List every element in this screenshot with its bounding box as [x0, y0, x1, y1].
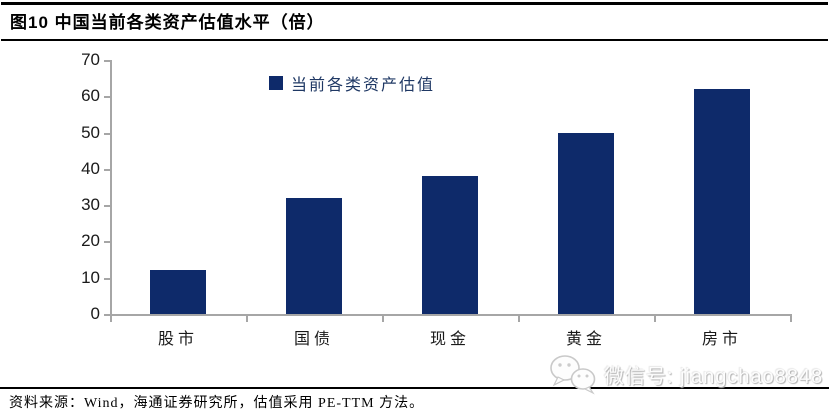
y-axis-tick-label: 50	[81, 122, 100, 142]
x-axis-tick-mark	[518, 316, 520, 322]
y-axis-tick-mark	[104, 314, 110, 316]
x-axis-tick-mark	[110, 316, 112, 322]
y-axis-tick-mark	[104, 96, 110, 99]
x-axis-tick-mark	[246, 316, 248, 322]
x-axis-category-label: 房市	[701, 331, 742, 348]
y-axis-tick-label: 40	[81, 158, 100, 178]
source-note: 资料来源：Wind，海通证券研究所，估值采用 PE-TTM 方法。	[9, 396, 425, 411]
x-axis-tick-mark	[654, 316, 656, 322]
x-axis-line	[110, 314, 792, 316]
wechat-icon	[548, 353, 598, 395]
y-axis-tick-label: 60	[81, 86, 100, 106]
wechat-watermark: 微信号: jiangchao8848	[548, 353, 823, 395]
x-axis-tick-mark	[382, 316, 384, 322]
y-axis-tick-label: 30	[81, 195, 100, 215]
x-axis-category-label: 国债	[293, 331, 334, 348]
y-axis-tick-mark	[104, 241, 110, 244]
x-axis-category-label: 黄金	[565, 331, 606, 348]
y-axis-tick-label: 10	[81, 267, 100, 287]
y-axis-tick-mark	[104, 168, 110, 171]
figure-header: 图10 中国当前各类资产估值水平（倍）	[1, 2, 828, 41]
x-axis-tick-mark	[790, 316, 792, 322]
chart-legend: 当前各类资产估值	[269, 71, 435, 95]
y-axis-tick-label: 70	[81, 50, 100, 69]
y-axis-tick-label: 0	[90, 304, 100, 323]
bar-现金	[422, 176, 478, 314]
figure-title: 图10 中国当前各类资产估值水平（倍）	[10, 13, 325, 32]
bar-股市	[150, 270, 206, 314]
y-axis-tick-label: 20	[81, 231, 100, 251]
legend-marker-icon	[269, 76, 283, 90]
bar-国债	[286, 197, 342, 314]
legend-label: 当前各类资产估值	[291, 77, 436, 94]
bar-黄金	[558, 132, 614, 314]
bar-房市	[694, 89, 750, 314]
x-axis-category-label: 股市	[157, 331, 198, 348]
y-axis-tick-mark	[104, 205, 110, 208]
footer-divider	[0, 387, 829, 389]
y-axis-line	[110, 60, 112, 314]
y-axis-tick-mark	[104, 132, 110, 135]
wechat-id-text: 微信号: jiangchao8848	[604, 365, 824, 388]
y-axis-tick-mark	[104, 277, 110, 280]
x-axis-category-label: 现金	[429, 331, 470, 348]
y-axis-tick-mark	[104, 60, 110, 62]
